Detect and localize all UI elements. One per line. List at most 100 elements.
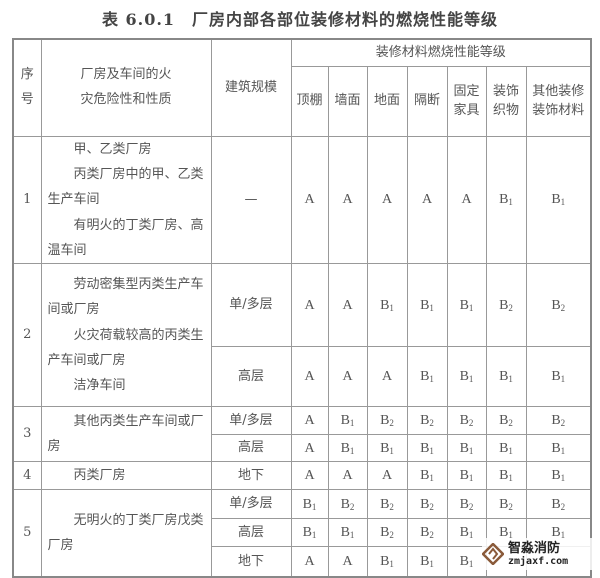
header-scale: 建筑规模 — [210, 38, 292, 137]
grade-cell: B1 — [446, 263, 487, 348]
header-col: 其他装修装饰材料 — [525, 65, 592, 137]
grade-cell: A — [290, 406, 329, 436]
grade-cell: B1 — [327, 518, 368, 548]
grade-cell: A — [290, 263, 329, 348]
nature-line: 有明火的丁类厂房、高温车间 — [47, 217, 204, 258]
grade-cell: B1 — [446, 546, 487, 578]
scale-cell: 高层 — [210, 346, 292, 408]
grade-cell: A — [327, 263, 368, 348]
nature-line: 劳动密集型丙类生产车间或厂房 — [47, 276, 204, 318]
header-col: 顶棚 — [290, 65, 329, 137]
header-no: 序号 — [12, 38, 42, 137]
grade-cell: A — [366, 346, 408, 408]
table-row: 5 无明火的丁类厂房戊类厂房 单/多层 B1 B2 B2 B2 B2 B2 B2 — [12, 489, 592, 578]
nature-cell: 无明火的丁类厂房戊类厂房 — [40, 489, 212, 578]
nature-cell: 甲、乙类厂房丙类厂房中的甲、乙类生产车间 有明火的丁类厂房、高温车间 — [40, 135, 212, 265]
grade-cell: B1 — [406, 461, 448, 491]
grade-cell: B1 — [525, 346, 592, 408]
grade-cell: A — [290, 346, 329, 408]
grade-cell: B1 — [525, 461, 592, 491]
grade-cell: B1 — [406, 346, 448, 408]
scale-cell: 单/多层 — [210, 489, 292, 520]
grade-cell: B2 — [485, 406, 527, 436]
nature-line: 洁净车间 — [73, 378, 126, 394]
header-col: 固定家具 — [446, 65, 487, 137]
grade-cell: A — [366, 461, 408, 491]
watermark-url: zmjaxf.com — [508, 555, 569, 567]
grade-cell: A — [406, 135, 448, 265]
grade-cell: A — [327, 135, 368, 265]
scale-cell: 地下 — [210, 461, 292, 491]
grade-cell: B1 — [446, 461, 487, 491]
scale-cell: 高层 — [210, 518, 292, 548]
nature-line: 丙类厂房中的甲、乙类生产车间 — [47, 166, 204, 208]
grade-cell: B1 — [485, 135, 527, 265]
scale-cell: 地下 — [210, 546, 292, 578]
grade-cell: B2 — [525, 406, 592, 436]
grade-cell: B1 — [366, 546, 408, 578]
grade-cell: B1 — [327, 434, 368, 463]
grade-cell: B1 — [525, 135, 592, 265]
grade-cell: B2 — [525, 263, 592, 348]
grade-cell: A — [290, 461, 329, 491]
fire-rating-table: 序号 厂房及车间的火灾危险性和性质 建筑规模 装修材料燃烧性能等级 顶棚 墙面 地面… — [12, 38, 592, 578]
grade-cell: B1 — [485, 434, 527, 463]
table-title: 表 6.0.1 厂房内部各部位装修材料的燃烧性能等级 — [101, 10, 499, 29]
grade-cell: A — [327, 461, 368, 491]
grade-cell: B1 — [446, 518, 487, 548]
grade-cell: B1 — [406, 263, 448, 348]
row-number: 2 — [12, 263, 42, 408]
watermark-name: 智淼消防 — [508, 540, 561, 556]
grade-cell: B2 — [525, 489, 592, 520]
header-col: 地面 — [366, 65, 408, 137]
grade-cell: B2 — [446, 489, 487, 520]
watermark: 智淼消防 zmjaxf.com — [482, 538, 592, 570]
grade-cell: B2 — [485, 263, 527, 348]
nature-cell: 丙类厂房 — [40, 461, 212, 491]
table-row: 1 甲、乙类厂房 丙类厂房中的甲、乙类生产车间 有明火的丁类厂房、高温车间 — A A A A A… — [12, 135, 592, 265]
nature-line: 甲、乙类厂房 — [73, 141, 152, 157]
grade-cell: B2 — [485, 489, 527, 520]
row-number: 5 — [12, 489, 42, 578]
grade-cell: B2 — [406, 489, 448, 520]
scale-cell: 单/多层 — [210, 263, 292, 348]
grade-cell: B1 — [485, 346, 527, 408]
grade-cell: B2 — [446, 406, 487, 436]
header-nature: 厂房及车间的火灾危险性和性质 — [40, 38, 212, 137]
grade-cell: B1 — [366, 263, 408, 348]
nature-line: 丙类厂房 — [73, 468, 126, 484]
nature-line: 无明火的丁类厂房戊类厂房 — [47, 512, 204, 553]
nature-cell: 劳动密集型丙类生产车间或厂房 火灾荷载较高的丙类生产车间或厂房洁净车间 — [40, 263, 212, 408]
grade-cell: B1 — [327, 406, 368, 436]
grade-cell: A — [366, 135, 408, 265]
nature-line: 火灾荷载较高的丙类生产车间或厂房 — [47, 327, 204, 368]
grade-cell: B2 — [366, 518, 408, 548]
row-number: 3 — [12, 406, 42, 463]
grade-cell: B2 — [366, 489, 408, 520]
header-col: 墙面 — [327, 65, 368, 137]
grade-cell: A — [290, 434, 329, 463]
grade-cell: B1 — [366, 434, 408, 463]
grade-cell: B1 — [525, 434, 592, 463]
grade-cell: B2 — [327, 489, 368, 520]
scale-cell: 高层 — [210, 434, 292, 463]
grade-cell: B1 — [406, 546, 448, 578]
grade-cell: B2 — [366, 406, 408, 436]
grade-cell: A — [327, 346, 368, 408]
table-row: 高层 A A A B1 B1 B1 B1 — [13, 346, 592, 408]
table-row: 高层 B1 B1 B2 B2 B1 B1 B1 — [13, 518, 592, 548]
row-number: 1 — [12, 135, 42, 265]
grade-cell: B1 — [406, 434, 448, 463]
table-row: 2 劳动密集型丙类生产车间或厂房 火灾荷载较高的丙类生产车间或厂房 洁净车间 单/多层 A… — [12, 263, 592, 408]
header-col: 隔断 — [406, 65, 448, 137]
grade-cell: A — [446, 135, 487, 265]
grade-cell: B1 — [290, 489, 329, 520]
table-row: 3 其他丙类生产车间或厂房 单/多层 A B1 B2 B2 B2 B2 B2 — [12, 406, 592, 463]
grade-cell: A — [327, 546, 368, 578]
grade-cell: B2 — [406, 406, 448, 436]
grade-cell: B1 — [446, 346, 487, 408]
nature-cell: 其他丙类生产车间或厂房 — [40, 406, 212, 463]
row-number: 4 — [12, 461, 42, 491]
scale-cell: — — [210, 135, 292, 265]
table-row: 4 丙类厂房 地下 A A A B1 B1 B1 B1 — [12, 461, 592, 491]
